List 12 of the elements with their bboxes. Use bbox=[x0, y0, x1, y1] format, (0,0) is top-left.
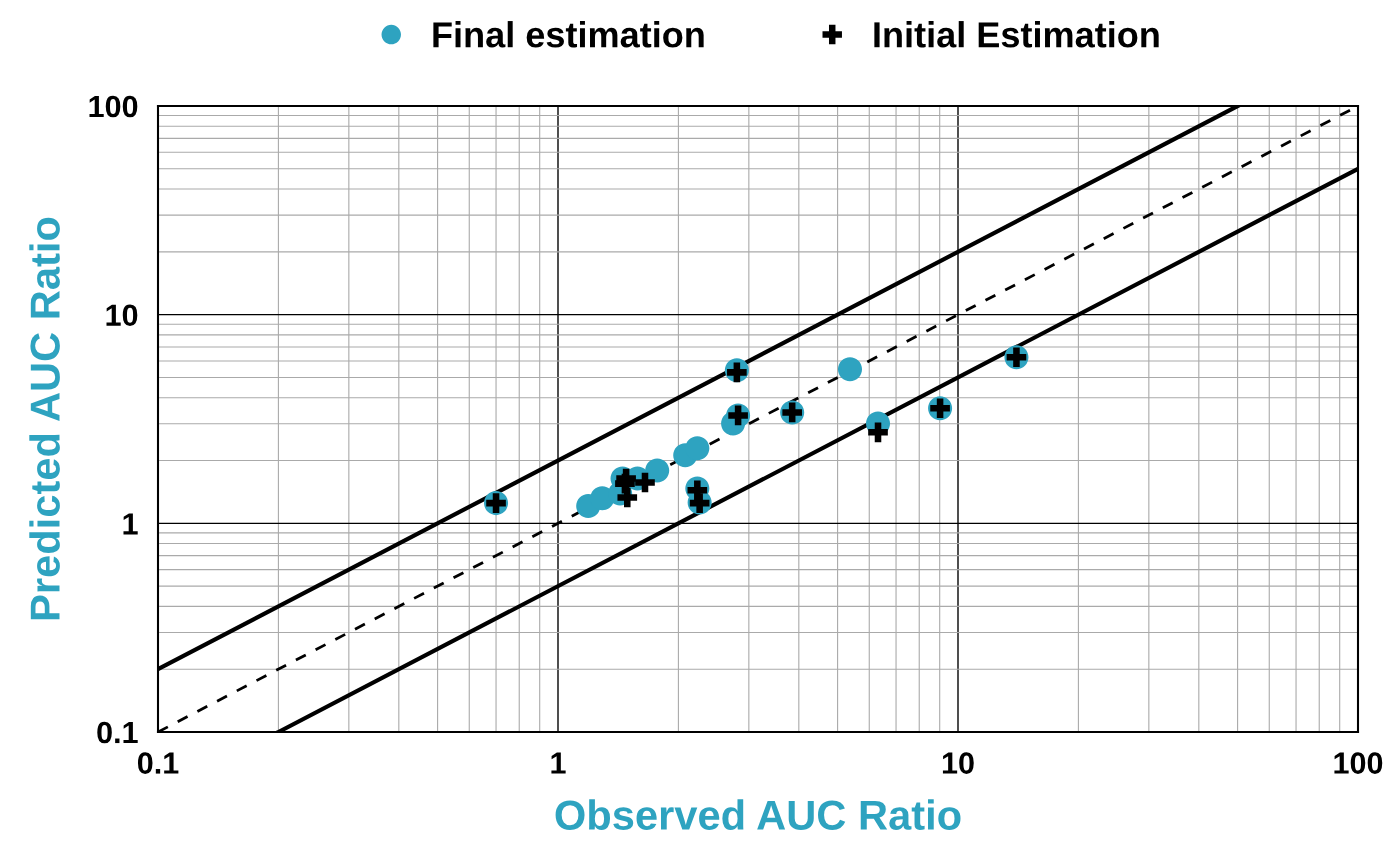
x-tick-label: 100 bbox=[1334, 752, 1383, 774]
y-axis-title: Predicted AUC Ratio bbox=[29, 217, 60, 620]
legend-label: Initial Estimation bbox=[874, 21, 1159, 48]
x-tick-label: 1 bbox=[551, 752, 566, 774]
y-tick-label: 100 bbox=[89, 95, 138, 118]
y-tick-label: 1 bbox=[123, 513, 138, 535]
x-axis-title: Observed AUC Ratio bbox=[555, 799, 961, 830]
legend-label: Final estimation bbox=[433, 21, 704, 48]
y-tick-label: 0.1 bbox=[97, 721, 138, 744]
y-tick-label: 10 bbox=[106, 304, 138, 327]
x-tick-label: 10 bbox=[942, 752, 974, 774]
x-tick-label: 0.1 bbox=[137, 752, 179, 774]
